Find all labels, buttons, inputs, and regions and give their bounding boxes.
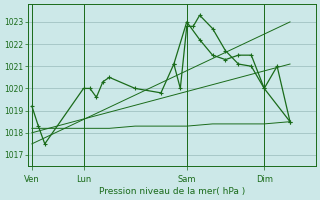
- X-axis label: Pression niveau de la mer( hPa ): Pression niveau de la mer( hPa ): [99, 187, 245, 196]
